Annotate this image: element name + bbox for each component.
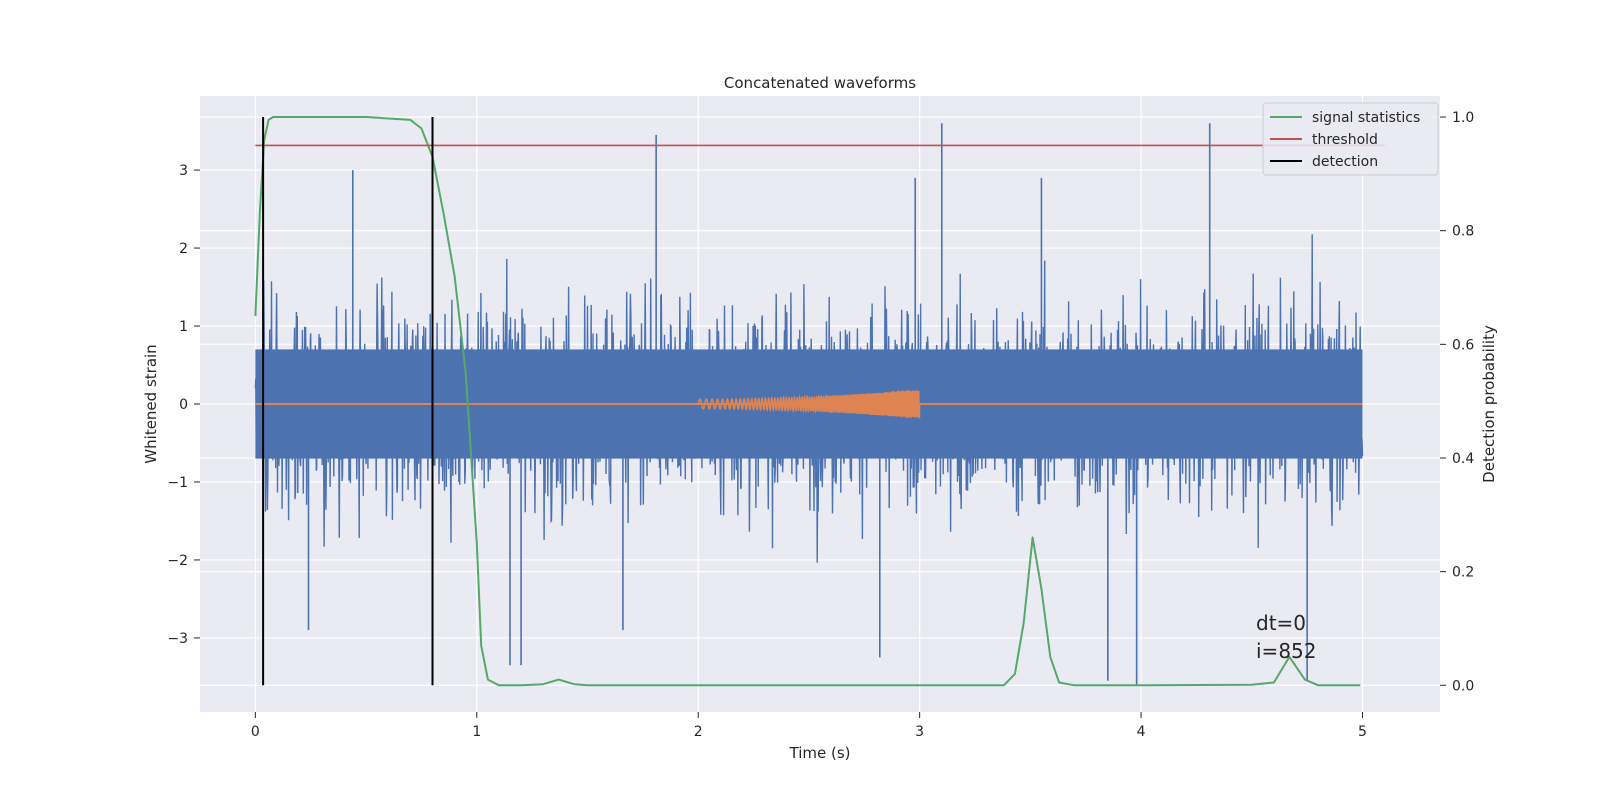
x-tick-label: 4 [1137,724,1146,740]
legend-label-threshold: threshold [1312,132,1378,148]
injected-chirp [697,389,921,420]
legend-entry-detection: detection [1270,154,1378,170]
y-tick-label: −3 [167,631,188,647]
annotation-i: i=852 [1256,639,1317,663]
left-axis: −3 −2 −1 0 1 2 3 [167,163,200,647]
signal-statistics-line [254,116,1361,687]
plot-area [254,116,1385,687]
legend: signal statistics threshold detection [1262,102,1439,176]
y-tick-label-right: 0.6 [1452,337,1474,353]
x-tick-label: 0 [251,724,260,740]
annotation: dt=0 i=852 [1256,611,1317,663]
x-tick-label: 5 [1358,724,1367,740]
right-axis: 0.0 0.2 0.4 0.6 0.8 1.0 [1440,110,1474,694]
y-tick-label: −2 [167,553,188,569]
y-tick-label-right: 0.8 [1452,224,1474,240]
legend-label-signal-statistics: signal statistics [1312,110,1420,126]
y-tick-label-right: 0.4 [1452,451,1474,467]
legend-entry-signal-statistics: signal statistics [1270,110,1420,126]
x-tick-label: 2 [694,724,703,740]
y-tick-label: 2 [179,241,188,257]
line-series [254,116,1385,687]
y-tick-label: 1 [179,319,188,335]
x-axis: 0 1 2 3 4 5 [251,712,1367,740]
y-axis-label-right: Detection probability [1480,325,1498,483]
y-tick-label: 0 [179,397,188,413]
chart-title: Concatenated waveforms [724,74,916,92]
y-tick-label: 3 [179,163,188,179]
x-tick-label: 3 [915,724,924,740]
legend-entry-threshold: threshold [1270,132,1378,148]
x-tick-label: 1 [472,724,481,740]
legend-label-detection: detection [1312,154,1378,170]
legend-box [1262,102,1439,176]
y-axis-label: Whitened strain [142,344,160,463]
x-axis-label: Time (s) [789,744,851,762]
y-tick-label: −1 [167,475,188,491]
y-tick-label-right: 0.2 [1452,565,1474,581]
y-tick-label-right: 0.0 [1452,678,1474,694]
y-tick-label-right: 1.0 [1452,110,1474,126]
annotation-dt: dt=0 [1256,611,1306,635]
injected-signal-series [255,389,1363,420]
